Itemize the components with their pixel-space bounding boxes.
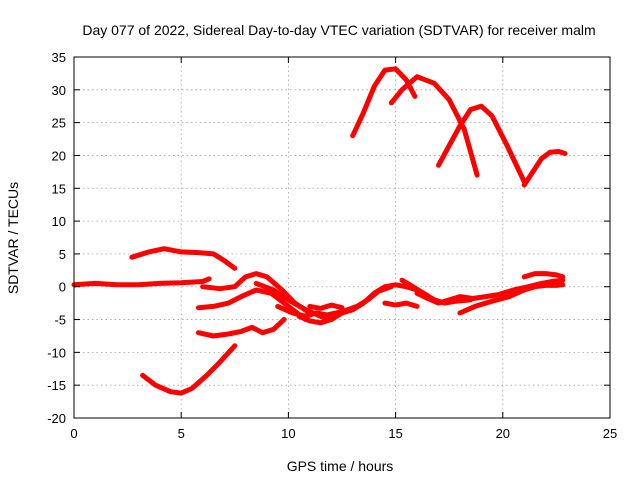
- y-tick-label: 35: [52, 50, 66, 65]
- x-tick-label: 25: [603, 426, 617, 441]
- y-tick-label: -10: [47, 345, 66, 360]
- y-tick-label: -5: [54, 313, 66, 328]
- series-track-14: [457, 282, 566, 316]
- plot-frame: [73, 56, 611, 419]
- y-tick-label: -20: [47, 411, 66, 426]
- axis-ticks: 0 5 10 15 20 25 -20 -15 -10 -5 0 5 10 15 20 25 30 35: [47, 50, 617, 441]
- y-tick-label: 5: [59, 247, 66, 262]
- series-track-11: [382, 300, 420, 309]
- y-axis-label: SDTVAR / TECUs: [5, 182, 21, 294]
- x-tick-label: 20: [496, 426, 510, 441]
- y-tick-label: 20: [52, 148, 66, 163]
- data-series: [71, 66, 568, 396]
- y-tick-label: -15: [47, 378, 66, 393]
- series-track-02: [129, 246, 238, 271]
- series-track-16: [350, 66, 418, 139]
- x-axis-label: GPS time / hours: [287, 458, 394, 474]
- series-track-01: [71, 276, 212, 288]
- series-track-07: [253, 280, 334, 322]
- chart-title: Day 077 of 2022, Sidereal Day-to-day VTE…: [82, 22, 595, 38]
- x-tick-label: 0: [70, 426, 77, 441]
- y-tick-label: 25: [52, 116, 66, 131]
- series-track-15: [521, 271, 566, 280]
- series-track-18: [436, 103, 527, 185]
- series-track-19: [521, 149, 568, 188]
- series-track-03: [140, 343, 238, 396]
- x-tick-label: 5: [178, 426, 185, 441]
- x-tick-label: 15: [388, 426, 402, 441]
- y-tick-label: 0: [59, 280, 66, 295]
- series-track-10: [307, 302, 345, 311]
- x-tick-label: 10: [281, 426, 295, 441]
- series-track-09: [296, 282, 420, 326]
- series-track-05: [195, 287, 309, 322]
- series-track-13: [414, 277, 566, 306]
- grid: [74, 57, 610, 418]
- y-tick-label: 15: [52, 181, 66, 196]
- series-track-17: [388, 74, 480, 178]
- series-track-04: [195, 317, 287, 339]
- y-tick-label: 10: [52, 214, 66, 229]
- y-tick-label: 30: [52, 83, 66, 98]
